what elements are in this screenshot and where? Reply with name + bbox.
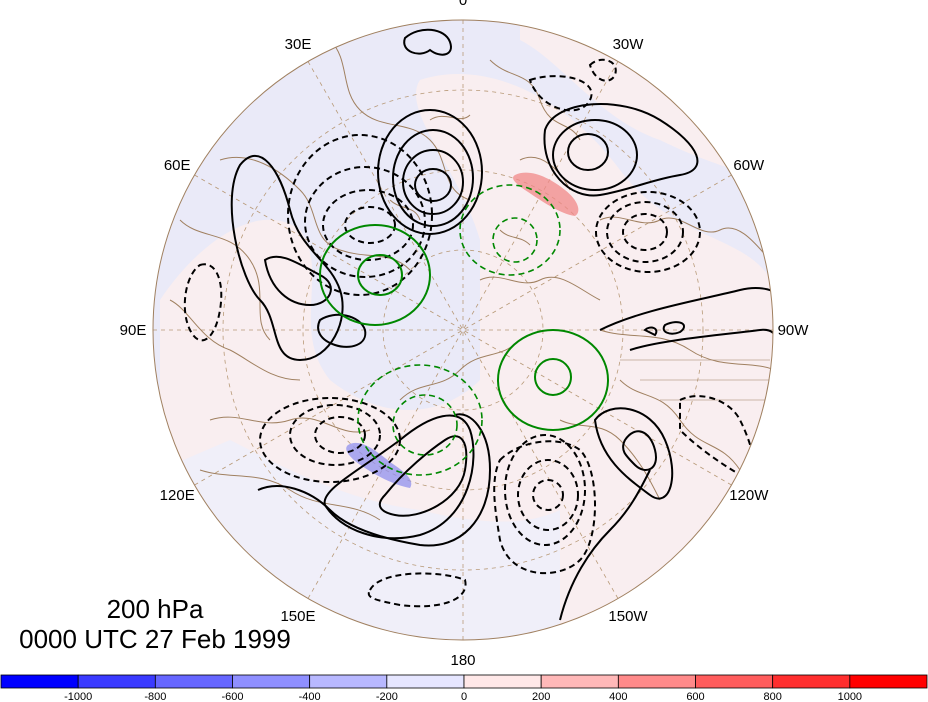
colorbar-label: 400 xyxy=(609,691,627,702)
longitude-label: 0 xyxy=(459,0,467,9)
longitude-label: 150W xyxy=(608,608,648,625)
positive-contours xyxy=(230,28,773,621)
longitude-label: 60W xyxy=(733,157,765,174)
green-contours xyxy=(319,224,609,431)
colorbar-label: 0 xyxy=(461,691,467,702)
longitude-label: 60E xyxy=(164,157,191,174)
negative-anomaly-blob xyxy=(346,442,412,488)
colorbar-label: -600 xyxy=(221,691,243,702)
green-dashed-contours xyxy=(357,184,561,476)
colorbar-swatch xyxy=(232,674,311,689)
colorbar: -1000 -800 -600 -400 -200 0 200 400 600 800 1000 xyxy=(0,674,928,702)
longitude-label: 90W xyxy=(778,322,810,339)
time-label: 0000 UTC 27 Feb 1999 xyxy=(19,624,291,654)
polar-stereographic-map xyxy=(153,20,773,640)
map-border xyxy=(152,19,774,641)
colorbar-swatch xyxy=(540,674,619,689)
longitude-label: 120E xyxy=(160,487,195,504)
colorbar-swatch xyxy=(309,674,388,689)
colorbar-swatch xyxy=(463,674,542,689)
longitude-label: 30E xyxy=(285,36,312,53)
colorbar-label: -400 xyxy=(299,691,321,702)
longitude-labels: 0 30W 60W 90W 120W 150W 180 150E 120E 90E 60E 30E xyxy=(120,0,810,669)
colorbar-swatch xyxy=(617,674,696,689)
positive-anomaly-blob xyxy=(513,172,579,216)
coastlines xyxy=(169,39,773,521)
longitude-label: 180 xyxy=(450,652,475,669)
colorbar-label: 1000 xyxy=(838,691,862,702)
colorbar-label: -800 xyxy=(144,691,166,702)
colorbar-swatch xyxy=(849,674,928,689)
longitude-label: 120W xyxy=(729,487,769,504)
colorbar-label: 800 xyxy=(763,691,781,702)
colorbar-swatch xyxy=(695,674,774,689)
colorbar-swatch xyxy=(0,674,79,689)
colorbar-label: 600 xyxy=(686,691,704,702)
level-label: 200 hPa xyxy=(107,594,204,624)
colorbar-label: 200 xyxy=(532,691,550,702)
longitude-label: 90E xyxy=(120,322,147,339)
colorbar-swatch xyxy=(386,674,465,689)
longitude-label: 150E xyxy=(280,608,315,625)
colorbar-label: -200 xyxy=(376,691,398,702)
colorbar-swatch xyxy=(77,674,156,689)
colorbar-label: -1000 xyxy=(64,691,92,702)
colorbar-swatch xyxy=(772,674,851,689)
colorbar-swatch xyxy=(154,674,233,689)
longitude-label: 30W xyxy=(613,36,645,53)
